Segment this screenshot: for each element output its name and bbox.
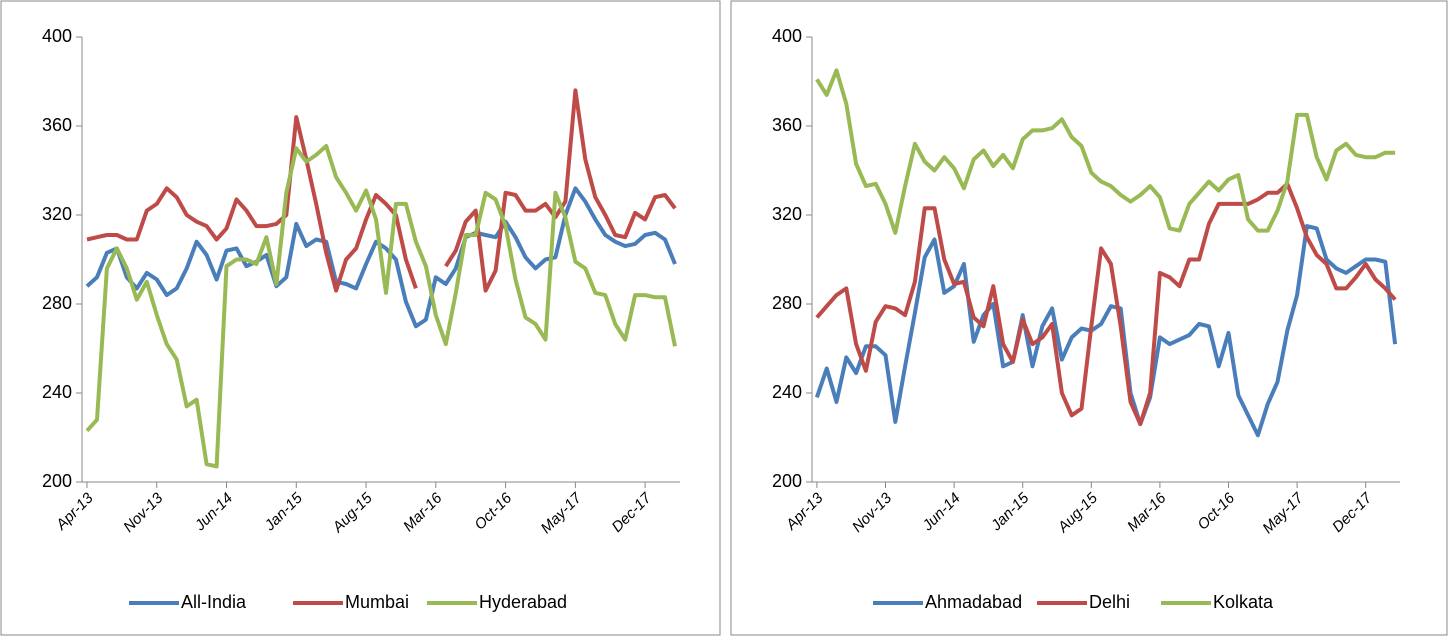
x-tick-label: Jun-14 <box>919 490 964 535</box>
panel-frame <box>0 0 721 636</box>
x-tick-label: Nov-13 <box>849 489 896 536</box>
y-tick-label: 320 <box>772 204 802 224</box>
x-tick-label: Oct-16 <box>471 489 515 533</box>
series-line <box>815 224 1398 438</box>
y-tick-label: 320 <box>42 204 72 224</box>
y-tick-label: 240 <box>42 382 72 402</box>
x-tick-label: Aug-15 <box>329 489 376 536</box>
y-tick-label: 360 <box>42 115 72 135</box>
y-tick-label: 360 <box>772 115 802 135</box>
y-tick-label: 400 <box>772 26 802 46</box>
y-tick-label: 200 <box>772 471 802 491</box>
x-tick-label: Dec-17 <box>1329 489 1376 536</box>
series-line <box>85 144 677 469</box>
x-tick-label: May-17 <box>538 489 586 537</box>
legend-label: Ahmadabad <box>925 592 1022 612</box>
legend-label: Hyderabad <box>479 592 567 612</box>
y-tick-label: 400 <box>42 26 72 46</box>
legend-label: All-India <box>181 592 247 612</box>
x-tick-label: May-17 <box>1259 489 1307 537</box>
y-tick-label: 280 <box>772 293 802 313</box>
x-tick-label: Apr-13 <box>782 489 827 534</box>
x-tick-label: Nov-13 <box>120 489 167 536</box>
y-tick-label: 240 <box>772 382 802 402</box>
x-tick-label: Mar-16 <box>1124 489 1170 535</box>
x-tick-label: Aug-15 <box>1054 489 1101 536</box>
x-tick-label: Apr-13 <box>52 489 97 534</box>
x-tick-label: Oct-16 <box>1194 489 1238 533</box>
x-tick-label: Jan-15 <box>987 489 1033 535</box>
series-line <box>815 181 1397 427</box>
x-tick-label: Jun-14 <box>191 490 236 535</box>
x-tick-label: Jan-15 <box>261 489 307 535</box>
legend-label: Mumbai <box>345 592 409 612</box>
x-tick-label: Mar-16 <box>400 489 446 535</box>
series-line <box>815 68 1396 235</box>
panel-frame <box>730 0 1448 636</box>
legend-label: Kolkata <box>1213 592 1274 612</box>
x-tick-label: Dec-17 <box>609 489 656 536</box>
y-tick-label: 200 <box>42 471 72 491</box>
y-tick-label: 280 <box>42 293 72 313</box>
legend-label: Delhi <box>1089 592 1130 612</box>
